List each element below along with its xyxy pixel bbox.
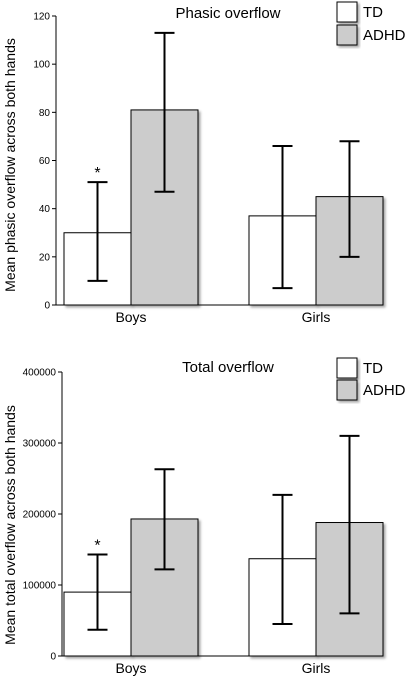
significance-marker: * — [94, 537, 100, 554]
y-tick-label: 120 — [33, 12, 50, 23]
y-tick-label: 0 — [44, 301, 50, 312]
total-overflow-chart: Total overflow Mean total overflow across… — [2, 357, 406, 676]
legend-swatch-adhd — [336, 379, 358, 401]
legend-label-td: TD — [363, 4, 383, 21]
y-tick-label: 0 — [50, 652, 56, 663]
x-category-label: Boys — [115, 660, 146, 676]
significance-marker: * — [94, 165, 100, 182]
x-category-label: Girls — [302, 660, 331, 676]
legend-swatch-td — [336, 357, 358, 379]
legend-label-adhd: ADHD — [363, 27, 406, 44]
y-axis-label: Mean total overflow across both hands — [2, 405, 18, 645]
y-tick-label: 20 — [39, 252, 51, 263]
y-tick-label: 100 — [33, 60, 50, 71]
y-tick-label: 300000 — [23, 439, 57, 450]
y-tick-label: 40 — [39, 204, 51, 215]
legend-swatch-td — [336, 1, 358, 23]
x-category-label: Boys — [115, 309, 146, 325]
phasic-overflow-chart: Phasic overflow Mean phasic overflow acro… — [2, 1, 406, 325]
y-axis-label: Mean phasic overflow across both hands — [2, 38, 18, 292]
legend-label-adhd: ADHD — [363, 382, 406, 399]
y-tick-label: 400000 — [23, 368, 57, 379]
legend-label-td: TD — [363, 360, 383, 377]
y-tick-label: 80 — [39, 108, 51, 119]
legend-swatch-adhd — [336, 24, 358, 46]
chart-title: Phasic overflow — [175, 5, 280, 22]
y-tick-label: 60 — [39, 156, 51, 167]
y-tick-label: 100000 — [23, 581, 57, 592]
y-tick-label: 200000 — [23, 510, 57, 521]
chart-title: Total overflow — [182, 359, 274, 376]
x-category-label: Girls — [302, 309, 331, 325]
